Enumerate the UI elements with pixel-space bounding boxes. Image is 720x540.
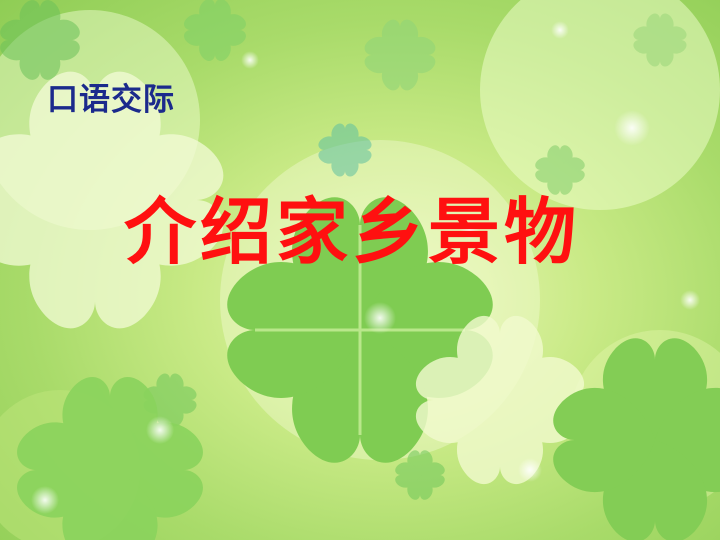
sparkles: [31, 21, 700, 514]
subtitle-heading: 口语交际: [47, 82, 175, 118]
slide-title: 介绍家乡景物: [124, 190, 581, 274]
large-clover-center: [227, 197, 493, 463]
clover-right-edge: [553, 338, 720, 540]
